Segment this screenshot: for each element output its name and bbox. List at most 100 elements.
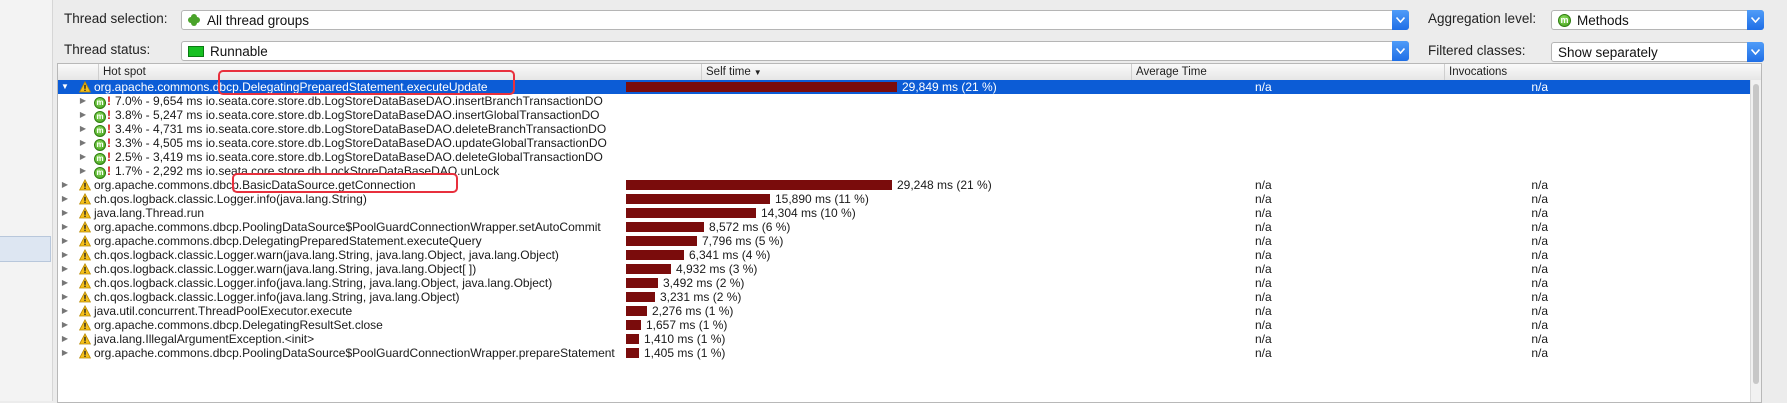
collapsed-triangle-icon[interactable]: ▶ bbox=[79, 110, 87, 119]
table-row[interactable]: ▶ org.apache.commons.dbcp.BasicDataSource… bbox=[58, 178, 1761, 192]
call-tree-entry: 3.3% - 4,505 ms io.seata.core.store.db.L… bbox=[115, 136, 607, 150]
invocations-value: n/a bbox=[1531, 318, 1548, 332]
table-row[interactable]: ▶ m! 3.3% - 4,505 ms io.seata.core.store.d… bbox=[58, 136, 1761, 151]
average-time-value: n/a bbox=[1255, 304, 1272, 318]
self-time-value: 3,492 ms (2 %) bbox=[663, 276, 745, 290]
table-row[interactable]: ▶ m! 2.5% - 3,419 ms io.seata.core.store.d… bbox=[58, 150, 1761, 165]
hot-spots-table: Hot spot Self time ▼ Average Time Invocat… bbox=[57, 63, 1762, 403]
invocations-value: n/a bbox=[1531, 304, 1548, 318]
hot-spot-name: org.apache.commons.dbcp.DelegatingPrepar… bbox=[94, 80, 488, 94]
chevron-down-icon[interactable] bbox=[1392, 41, 1409, 61]
average-time-value: n/a bbox=[1255, 220, 1272, 234]
collapsed-triangle-icon[interactable]: ▶ bbox=[61, 278, 69, 287]
table-row[interactable]: ▶ java.lang.IllegalArgumentException.<ini… bbox=[58, 332, 1761, 346]
column-invocations-label: Invocations bbox=[1449, 66, 1508, 78]
expanded-triangle-icon[interactable]: ▼ bbox=[61, 82, 69, 91]
recursion-marker-icon: ! bbox=[107, 122, 111, 136]
table-row[interactable]: ▶ m! 7.0% - 9,654 ms io.seata.core.store.d… bbox=[58, 94, 1761, 109]
column-average-time-label: Average Time bbox=[1136, 66, 1207, 78]
table-row[interactable]: ▶ ch.qos.logback.classic.Logger.info(java… bbox=[58, 290, 1761, 304]
average-time-value: n/a bbox=[1255, 178, 1272, 192]
table-row[interactable]: ▶ m! 3.4% - 4,731 ms io.seata.core.store.d… bbox=[58, 122, 1761, 137]
method-icon: m bbox=[94, 108, 106, 123]
collapsed-triangle-icon[interactable]: ▶ bbox=[61, 208, 69, 217]
warning-icon bbox=[78, 178, 92, 191]
sort-descending-icon: ▼ bbox=[753, 68, 762, 77]
hot-spot-name: ch.qos.logback.classic.Logger.info(java.… bbox=[94, 276, 553, 290]
hot-spot-name: java.lang.IllegalArgumentException.<init… bbox=[94, 332, 315, 346]
chevron-down-icon[interactable] bbox=[1747, 10, 1764, 30]
collapsed-triangle-icon[interactable]: ▶ bbox=[79, 152, 87, 161]
average-time-value: n/a bbox=[1255, 192, 1272, 206]
table-row[interactable]: ▶ ch.qos.logback.classic.Logger.info(java… bbox=[58, 276, 1761, 290]
aggregation-level-value: Methods bbox=[1577, 12, 1629, 28]
table-row[interactable]: ▶ org.apache.commons.dbcp.PoolingDataSour… bbox=[58, 346, 1761, 360]
thread-selection-combo[interactable]: All thread groups bbox=[181, 10, 1409, 30]
warning-icon bbox=[78, 234, 92, 247]
warning-icon bbox=[78, 192, 92, 205]
collapsed-triangle-icon[interactable]: ▶ bbox=[61, 320, 69, 329]
warning-icon bbox=[78, 220, 92, 233]
collapsed-triangle-icon[interactable]: ▶ bbox=[61, 292, 69, 301]
filtered-classes-label: Filtered classes: bbox=[1428, 43, 1526, 58]
collapsed-triangle-icon[interactable]: ▶ bbox=[79, 166, 87, 175]
column-self-time-label: Self time bbox=[706, 66, 751, 78]
collapsed-triangle-icon[interactable]: ▶ bbox=[61, 250, 69, 259]
collapsed-triangle-icon[interactable]: ▶ bbox=[61, 236, 69, 245]
average-time-value: n/a bbox=[1255, 332, 1272, 346]
collapsed-triangle-icon[interactable]: ▶ bbox=[61, 348, 69, 357]
thread-selection-value: All thread groups bbox=[207, 12, 310, 28]
chevron-down-icon[interactable] bbox=[1747, 42, 1764, 62]
column-invocations[interactable]: Invocations bbox=[1444, 64, 1750, 80]
table-row[interactable]: ▶ m! 3.8% - 5,247 ms io.seata.core.store.d… bbox=[58, 108, 1761, 123]
recursion-marker-icon: ! bbox=[107, 108, 111, 122]
vertical-scrollbar[interactable] bbox=[1750, 80, 1761, 402]
call-tree-entry: 7.0% - 9,654 ms io.seata.core.store.db.L… bbox=[115, 94, 603, 108]
self-time-value: 1,410 ms (1 %) bbox=[644, 332, 726, 346]
self-time-value: 1,405 ms (1 %) bbox=[644, 346, 726, 360]
hot-spot-name: ch.qos.logback.classic.Logger.info(java.… bbox=[94, 192, 367, 206]
column-average-time[interactable]: Average Time bbox=[1131, 64, 1444, 80]
method-icon: m bbox=[1558, 13, 1571, 27]
table-row[interactable]: ▶ org.apache.commons.dbcp.DelegatingPrepa… bbox=[58, 234, 1761, 248]
sidebar-selected-item[interactable] bbox=[0, 236, 51, 262]
collapsed-triangle-icon[interactable]: ▶ bbox=[79, 96, 87, 105]
self-time-value: 6,341 ms (4 %) bbox=[689, 248, 771, 262]
chevron-down-icon[interactable] bbox=[1392, 10, 1409, 30]
self-time-value: 29,849 ms (21 %) bbox=[902, 80, 997, 94]
invocations-value: n/a bbox=[1531, 192, 1548, 206]
hot-spot-name: org.apache.commons.dbcp.PoolingDataSourc… bbox=[94, 220, 601, 234]
scrollbar-thumb[interactable] bbox=[1753, 84, 1759, 384]
table-row[interactable]: ▶ ch.qos.logback.classic.Logger.warn(java… bbox=[58, 248, 1761, 262]
table-row[interactable]: ▶ java.lang.Thread.run 14,304 ms (10 %) n/a… bbox=[58, 206, 1761, 220]
warning-icon bbox=[78, 290, 92, 303]
collapsed-triangle-icon[interactable]: ▶ bbox=[61, 180, 69, 189]
average-time-value: n/a bbox=[1255, 290, 1272, 304]
invocations-value: n/a bbox=[1531, 346, 1548, 360]
thread-status-combo[interactable]: Runnable bbox=[181, 41, 1409, 61]
column-self-time[interactable]: Self time ▼ bbox=[701, 64, 1131, 80]
table-row[interactable]: ▶ ch.qos.logback.classic.Logger.warn(java… bbox=[58, 262, 1761, 276]
table-row[interactable]: ▶ org.apache.commons.dbcp.DelegatingResul… bbox=[58, 318, 1761, 332]
thread-status-label: Thread status: bbox=[64, 42, 151, 57]
table-row[interactable]: ▼ org.apache.commons.dbcp.DelegatingPrepa… bbox=[58, 80, 1761, 94]
warning-icon bbox=[78, 80, 92, 93]
table-row[interactable]: ▶ org.apache.commons.dbcp.PoolingDataSour… bbox=[58, 220, 1761, 234]
column-hot-spot[interactable]: Hot spot bbox=[98, 64, 701, 80]
collapsed-triangle-icon[interactable]: ▶ bbox=[61, 222, 69, 231]
collapsed-triangle-icon[interactable]: ▶ bbox=[61, 194, 69, 203]
table-row[interactable]: ▶ java.util.concurrent.ThreadPoolExecutor… bbox=[58, 304, 1761, 318]
collapsed-triangle-icon[interactable]: ▶ bbox=[61, 264, 69, 273]
self-time-bar bbox=[626, 222, 704, 232]
left-sidebar bbox=[0, 0, 53, 401]
table-row[interactable]: ▶ ch.qos.logback.classic.Logger.info(java… bbox=[58, 192, 1761, 206]
filtered-classes-combo[interactable]: Show separately bbox=[1551, 42, 1764, 62]
warning-icon bbox=[78, 248, 92, 261]
aggregation-level-combo[interactable]: m Methods bbox=[1551, 10, 1764, 30]
collapsed-triangle-icon[interactable]: ▶ bbox=[61, 334, 69, 343]
collapsed-triangle-icon[interactable]: ▶ bbox=[61, 306, 69, 315]
self-time-bar bbox=[626, 306, 647, 316]
self-time-value: 29,248 ms (21 %) bbox=[897, 178, 992, 192]
collapsed-triangle-icon[interactable]: ▶ bbox=[79, 124, 87, 133]
collapsed-triangle-icon[interactable]: ▶ bbox=[79, 138, 87, 147]
